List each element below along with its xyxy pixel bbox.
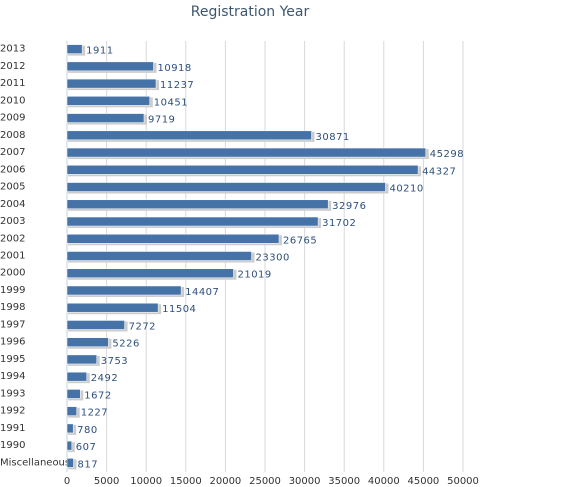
bar bbox=[66, 96, 151, 106]
bar bbox=[66, 234, 280, 244]
data-label: 11504 bbox=[162, 304, 196, 315]
bar bbox=[66, 423, 74, 434]
data-label: 1227 bbox=[81, 408, 108, 419]
bar bbox=[66, 113, 145, 123]
x-tick-label: 30000 bbox=[289, 476, 321, 487]
data-label: 817 bbox=[77, 459, 98, 470]
bar bbox=[66, 78, 157, 89]
y-tick-label: 2005 bbox=[0, 182, 25, 193]
x-tick-label: 10000 bbox=[130, 476, 162, 487]
data-label: 30871 bbox=[315, 132, 349, 143]
chart-title: Registration Year bbox=[191, 4, 310, 20]
x-tick-label: 0 bbox=[64, 476, 70, 487]
bar bbox=[66, 268, 234, 278]
bar bbox=[66, 406, 77, 416]
data-label: 21019 bbox=[237, 270, 271, 281]
y-tick-label: Miscellaneous bbox=[0, 457, 70, 468]
y-tick-label: 1994 bbox=[0, 371, 25, 382]
bar bbox=[66, 389, 81, 399]
x-tick-label: 35000 bbox=[328, 476, 360, 487]
bar bbox=[66, 440, 73, 451]
y-tick-label: 2004 bbox=[0, 199, 25, 210]
bar bbox=[66, 61, 154, 72]
data-label: 11237 bbox=[160, 80, 194, 91]
data-label: 5226 bbox=[112, 339, 139, 350]
x-tick-label: 50000 bbox=[447, 476, 479, 487]
y-tick-label: 2001 bbox=[0, 251, 25, 262]
data-label: 10918 bbox=[157, 63, 191, 74]
y-tick-label: 2012 bbox=[0, 61, 25, 72]
data-label: 780 bbox=[77, 425, 98, 436]
y-tick-label: 1992 bbox=[0, 406, 25, 417]
data-label: 1672 bbox=[84, 390, 111, 401]
data-label: 32976 bbox=[332, 201, 366, 212]
bar bbox=[66, 199, 329, 210]
data-label: 2492 bbox=[91, 373, 118, 384]
data-label: 14407 bbox=[185, 287, 219, 298]
y-tick-label: 1995 bbox=[0, 354, 25, 365]
y-tick-label: 2011 bbox=[0, 78, 25, 89]
data-label: 607 bbox=[76, 442, 97, 453]
y-tick-label: 2013 bbox=[0, 44, 25, 55]
data-label: 40210 bbox=[389, 184, 423, 195]
x-tick-label: 20000 bbox=[209, 476, 241, 487]
x-tick-label: 5000 bbox=[94, 476, 119, 487]
y-tick-label: 1996 bbox=[0, 337, 25, 348]
data-label: 23300 bbox=[256, 253, 290, 264]
y-tick-label: 1990 bbox=[0, 440, 25, 451]
data-label: 3753 bbox=[101, 356, 128, 367]
x-tick-label: 15000 bbox=[170, 476, 202, 487]
bar bbox=[66, 182, 386, 192]
data-label: 26765 bbox=[283, 235, 317, 246]
y-tick-label: 2007 bbox=[0, 147, 25, 158]
bar bbox=[66, 251, 252, 261]
y-tick-label: 1999 bbox=[0, 285, 25, 296]
bar bbox=[66, 458, 74, 468]
y-tick-label: 2006 bbox=[0, 164, 25, 175]
y-tick-label: 2009 bbox=[0, 113, 25, 124]
data-label: 10451 bbox=[154, 97, 188, 108]
bar bbox=[66, 302, 159, 313]
bar bbox=[66, 44, 83, 54]
y-tick-label: 1998 bbox=[0, 302, 25, 313]
x-tick-label: 45000 bbox=[407, 476, 439, 487]
y-tick-label: 2008 bbox=[0, 130, 25, 141]
bar bbox=[66, 285, 182, 296]
y-tick-label: 1991 bbox=[0, 423, 25, 434]
data-label: 31702 bbox=[322, 218, 356, 229]
bar bbox=[66, 337, 109, 347]
y-tick-label: 2002 bbox=[0, 233, 25, 244]
x-tick-label: 25000 bbox=[249, 476, 281, 487]
data-label: 44327 bbox=[422, 166, 456, 177]
y-tick-label: 2000 bbox=[0, 268, 25, 279]
y-tick-label: 2003 bbox=[0, 216, 25, 227]
y-tick-label: 2010 bbox=[0, 95, 25, 106]
bar bbox=[66, 320, 125, 330]
bar bbox=[66, 216, 319, 227]
bar bbox=[66, 354, 97, 365]
bar bbox=[66, 130, 312, 141]
data-label: 7272 bbox=[129, 321, 156, 332]
bar bbox=[66, 371, 87, 382]
bar bbox=[66, 165, 419, 175]
x-tick-label: 40000 bbox=[368, 476, 400, 487]
bar bbox=[66, 147, 427, 158]
data-label: 1911 bbox=[86, 46, 113, 57]
data-label: 9719 bbox=[148, 115, 175, 126]
y-tick-label: 1997 bbox=[0, 319, 25, 330]
data-label: 45298 bbox=[430, 149, 464, 160]
y-tick-label: 1993 bbox=[0, 388, 25, 399]
